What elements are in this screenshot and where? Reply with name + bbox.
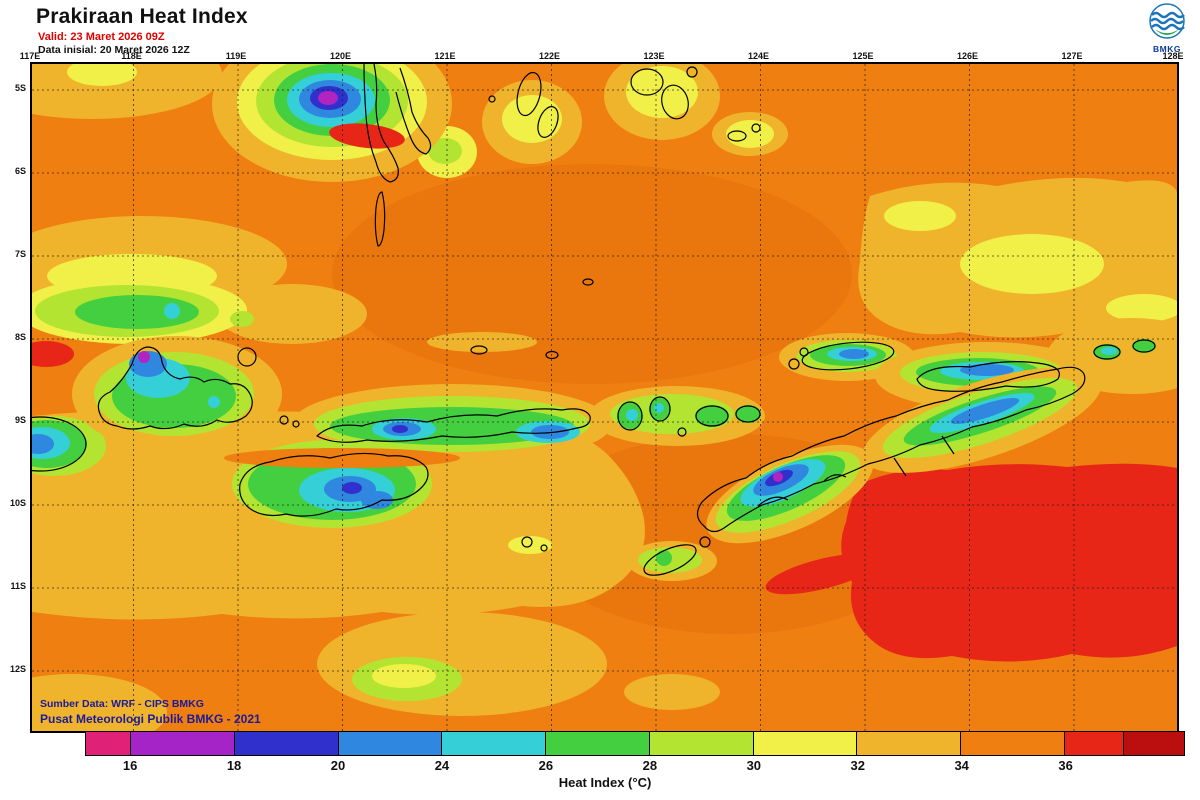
colorbar-segment-9 [961, 732, 1065, 755]
lat-label-12S: 12S [9, 664, 26, 674]
colorbar-tick-16: 16 [122, 758, 138, 773]
org-credit: Pusat Meteorologi Publik BMKG - 2021 [40, 712, 261, 726]
colorbar-segment-5 [546, 732, 650, 755]
page-title: Prakiraan Heat Index [36, 5, 248, 28]
colorbar-tick-30: 30 [746, 758, 762, 773]
bmkg-logo-icon [1149, 3, 1185, 39]
lon-label-119E: 119E [225, 51, 247, 61]
lon-label-126E: 126E [956, 51, 979, 61]
island-heat-stacks [32, 333, 1156, 581]
lon-label-125E: 125E [852, 51, 874, 61]
map: Sumber Data: WRF - CIPS BMKG Pusat Meteo… [30, 62, 1179, 733]
lat-label-10S: 10S [9, 498, 26, 508]
colorbar-segment-7 [753, 732, 858, 755]
source-credit: Sumber Data: WRF - CIPS BMKG [40, 698, 204, 710]
map-svg [32, 64, 1177, 731]
lon-label-124E: 124E [747, 51, 770, 61]
lat-label-6S: 6S [14, 166, 26, 176]
colorbar-tick-20: 20 [330, 758, 346, 773]
colorbar-caption: Heat Index (°C) [558, 775, 652, 790]
colorbar-tick-26: 26 [538, 758, 554, 773]
bmkg-logo-label: BMKG [1153, 44, 1181, 54]
colorbar-tick-18: 18 [226, 758, 242, 773]
colorbar-segment-4 [442, 732, 547, 755]
colorbar-segment-2 [234, 732, 339, 755]
colorbar-segment-0 [86, 732, 132, 755]
colorbar-tick-24: 24 [434, 758, 450, 773]
colorbar-tick-34: 34 [954, 758, 969, 773]
top-bullseye [212, 64, 452, 182]
lat-label-8S: 8S [14, 332, 26, 342]
valid-datetime: Valid: 23 Maret 2026 09Z [38, 31, 165, 43]
colorbar-tick-36: 36 [1058, 758, 1073, 773]
lat-label-5S: 5S [14, 83, 26, 93]
colorbar-segment-11 [1124, 732, 1184, 755]
island-outlines [32, 64, 1156, 576]
lat-label-7S: 7S [14, 249, 26, 259]
hot-zones [32, 341, 1177, 662]
lat-label-9S: 9S [14, 415, 26, 425]
colorbar-segment-1 [131, 732, 235, 755]
colorbar-tick-32: 32 [850, 758, 865, 773]
lat-label-11S: 11S [10, 581, 26, 591]
lon-label-120E: 120E [329, 51, 352, 61]
colorbar [85, 731, 1185, 756]
bmkg-logo: BMKG [1142, 2, 1192, 54]
lon-label-127E: 127E [1061, 51, 1083, 61]
init-datetime: Data inisial: 20 Maret 2026 12Z [38, 44, 190, 56]
colorbar-segment-6 [649, 732, 754, 755]
lon-label-121E: 121E [434, 51, 456, 61]
lon-label-122E: 122E [538, 51, 561, 61]
colorbar-segment-3 [338, 732, 443, 755]
colorbar-segment-8 [857, 732, 962, 755]
colorbar-segment-10 [1064, 732, 1125, 755]
colorbar-tick-28: 28 [642, 758, 658, 773]
lon-label-123E: 123E [643, 51, 665, 61]
